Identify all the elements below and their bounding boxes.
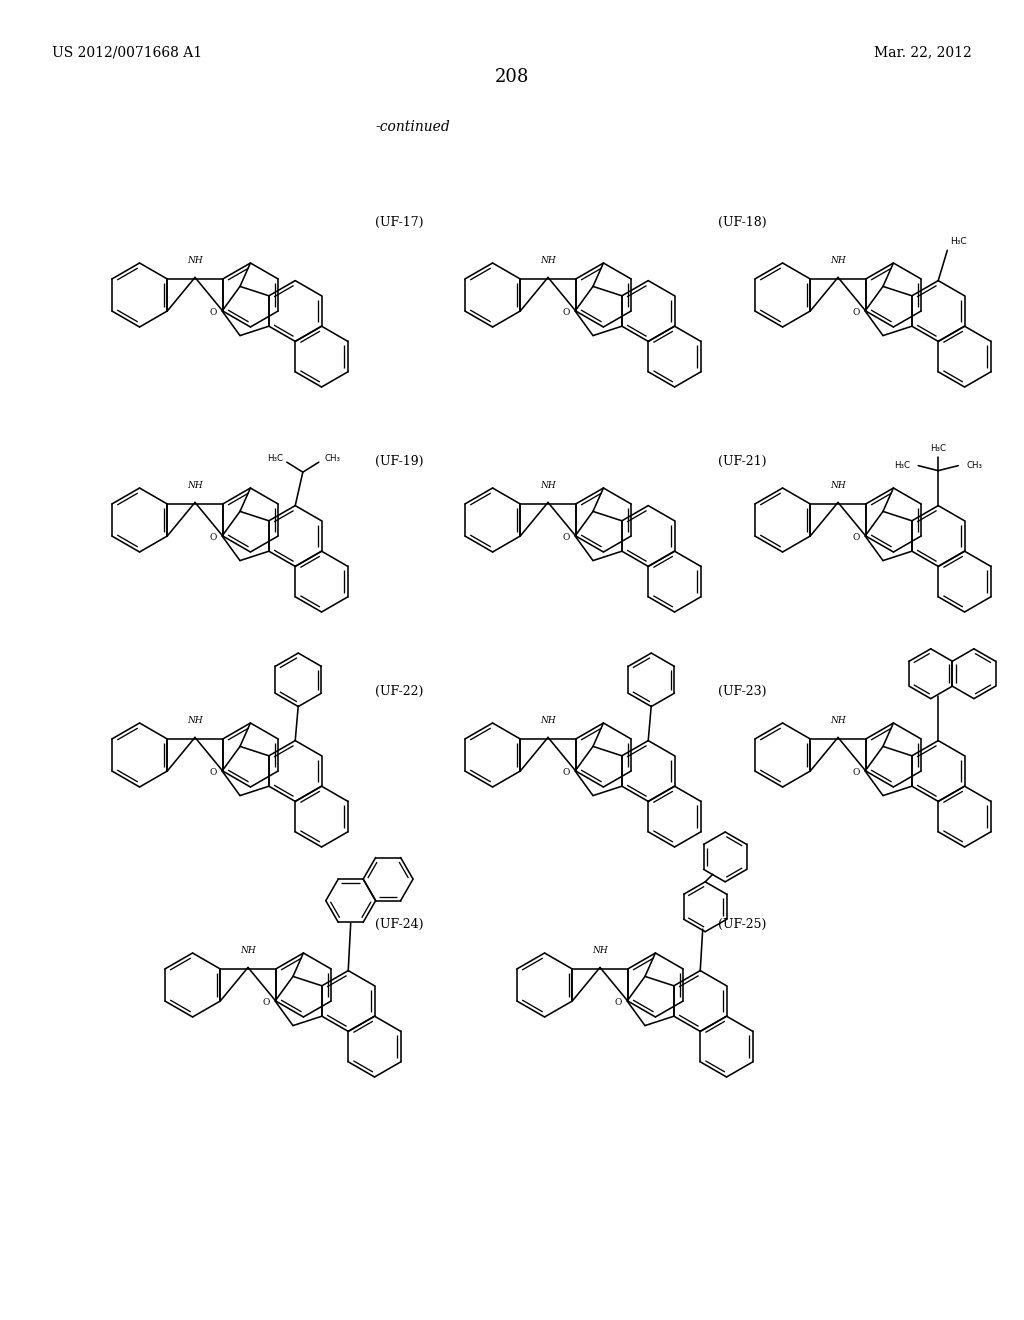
Text: O: O [262, 998, 269, 1007]
Text: O: O [852, 533, 860, 543]
Text: O: O [562, 768, 569, 777]
Text: O: O [562, 533, 569, 543]
Text: NH: NH [540, 482, 556, 490]
Text: 208: 208 [495, 69, 529, 86]
Text: O: O [852, 768, 860, 777]
Text: NH: NH [187, 256, 203, 265]
Text: US 2012/0071668 A1: US 2012/0071668 A1 [52, 45, 202, 59]
Text: NH: NH [830, 256, 846, 265]
Text: NH: NH [240, 946, 256, 956]
Text: NH: NH [540, 256, 556, 265]
Text: NH: NH [592, 946, 608, 956]
Text: (UF-25): (UF-25) [718, 917, 766, 931]
Text: CH₃: CH₃ [325, 454, 341, 463]
Text: NH: NH [187, 482, 203, 490]
Text: CH₃: CH₃ [967, 461, 982, 470]
Text: H₃C: H₃C [267, 454, 283, 463]
Text: O: O [562, 308, 569, 317]
Text: NH: NH [540, 717, 556, 725]
Text: H₃C: H₃C [894, 461, 910, 470]
Text: (UF-19): (UF-19) [375, 455, 424, 469]
Text: O: O [209, 768, 217, 777]
Text: O: O [614, 998, 622, 1007]
Text: (UF-24): (UF-24) [375, 917, 424, 931]
Text: (UF-23): (UF-23) [718, 685, 767, 698]
Text: (UF-22): (UF-22) [375, 685, 423, 698]
Text: Mar. 22, 2012: Mar. 22, 2012 [874, 45, 972, 59]
Text: -continued: -continued [375, 120, 450, 135]
Text: O: O [852, 308, 860, 317]
Text: O: O [209, 308, 217, 317]
Text: (UF-17): (UF-17) [375, 216, 424, 228]
Text: O: O [209, 533, 217, 543]
Text: (UF-21): (UF-21) [718, 455, 767, 469]
Text: NH: NH [187, 717, 203, 725]
Text: H₃C: H₃C [950, 238, 967, 247]
Text: (UF-18): (UF-18) [718, 216, 767, 228]
Text: NH: NH [830, 482, 846, 490]
Text: NH: NH [830, 717, 846, 725]
Text: H₃C: H₃C [930, 444, 946, 453]
